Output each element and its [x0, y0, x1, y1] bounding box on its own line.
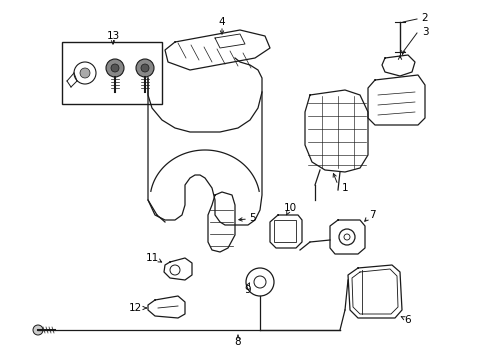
Circle shape: [136, 59, 154, 77]
Circle shape: [80, 68, 90, 78]
Text: 4: 4: [218, 17, 225, 27]
Text: 12: 12: [128, 303, 142, 313]
Text: 7: 7: [368, 210, 375, 220]
Bar: [62, 42, 162, 104]
Circle shape: [141, 64, 149, 72]
Text: 10: 10: [283, 203, 296, 213]
Text: 5: 5: [248, 213, 255, 223]
Text: 2: 2: [421, 13, 427, 23]
Text: 1: 1: [341, 183, 347, 193]
Circle shape: [33, 325, 43, 335]
Circle shape: [111, 64, 119, 72]
Circle shape: [106, 59, 124, 77]
Text: 8: 8: [234, 337, 241, 347]
Text: 9: 9: [244, 285, 251, 295]
Text: 11: 11: [145, 253, 158, 263]
Text: 13: 13: [106, 31, 120, 41]
Text: 3: 3: [421, 27, 427, 37]
Bar: [273, 220, 295, 242]
Text: 6: 6: [404, 315, 410, 325]
